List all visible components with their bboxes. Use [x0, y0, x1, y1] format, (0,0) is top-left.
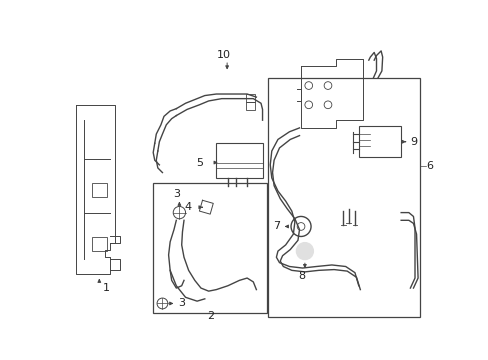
Text: 10: 10: [217, 50, 230, 60]
Text: 7: 7: [273, 221, 280, 231]
Bar: [91, 183, 107, 197]
Bar: [216, 143, 262, 178]
Bar: [91, 237, 107, 251]
Text: 5: 5: [196, 158, 203, 167]
Text: 9: 9: [409, 137, 417, 147]
Bar: [153, 183, 266, 313]
Text: 1: 1: [102, 283, 109, 293]
Circle shape: [296, 243, 313, 260]
Bar: [245, 94, 254, 102]
Bar: [245, 103, 254, 110]
Text: 3: 3: [178, 298, 184, 309]
Bar: [358, 126, 400, 157]
Text: 4: 4: [184, 202, 191, 212]
Bar: [267, 78, 420, 316]
Text: 3: 3: [172, 189, 180, 199]
Text: 2: 2: [206, 311, 213, 321]
Text: 8: 8: [298, 271, 305, 281]
Text: 6: 6: [425, 161, 432, 171]
